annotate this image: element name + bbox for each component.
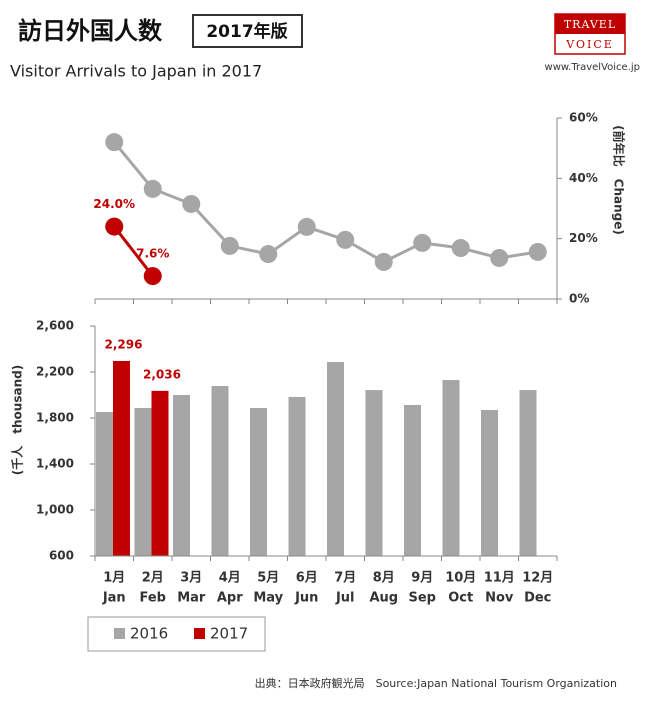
y-tick-label: 1,000 bbox=[36, 503, 74, 517]
bar bbox=[327, 361, 344, 556]
y-tick-label: 1,800 bbox=[36, 411, 74, 425]
x-tick-label: Jan bbox=[102, 591, 126, 606]
y-tick-label: 60% bbox=[569, 111, 598, 125]
title: 訪日外国人数 bbox=[18, 17, 163, 45]
x-tick-label: Oct bbox=[448, 591, 473, 606]
data-label: 7.6% bbox=[136, 247, 169, 261]
x-tick-label-ja: 4月 bbox=[219, 571, 241, 586]
legend-swatch bbox=[114, 628, 125, 639]
data-label: 2,296 bbox=[105, 337, 143, 351]
bar bbox=[173, 395, 190, 556]
point bbox=[105, 217, 124, 236]
x-tick-label-ja: 2月 bbox=[142, 571, 164, 586]
y-tick-label: 1,400 bbox=[36, 457, 74, 471]
bar bbox=[481, 409, 498, 556]
url: www.TravelVoice.jp bbox=[545, 62, 640, 73]
bar bbox=[442, 380, 460, 556]
x-tick-label-ja: 7月 bbox=[334, 571, 356, 586]
bar bbox=[404, 405, 421, 556]
point bbox=[182, 194, 201, 213]
x-tick-label: Nov bbox=[485, 591, 514, 606]
bar bbox=[519, 390, 537, 556]
point bbox=[220, 236, 239, 255]
x-tick-label: Mar bbox=[177, 591, 206, 606]
y-tick-label: 2,200 bbox=[36, 365, 74, 379]
logo-top: TRAVEL bbox=[564, 18, 616, 31]
point bbox=[451, 239, 470, 258]
bar bbox=[365, 390, 383, 556]
y-tick-label: 20% bbox=[569, 231, 598, 245]
bar bbox=[211, 386, 229, 556]
point bbox=[105, 133, 124, 152]
line bbox=[113, 225, 154, 277]
x-tick-label-ja: 3月 bbox=[180, 571, 202, 586]
x-tick-label-ja: 11月 bbox=[484, 571, 515, 586]
bar bbox=[96, 412, 113, 556]
y-axis-label: (前年比 Change) bbox=[612, 125, 627, 235]
legend-label: 2016 bbox=[130, 625, 168, 643]
data-label: 2,036 bbox=[143, 367, 181, 381]
point bbox=[143, 267, 162, 286]
bar bbox=[250, 407, 267, 556]
data-label: 24.0% bbox=[93, 197, 135, 211]
bar bbox=[113, 360, 130, 556]
y-tick-label: 600 bbox=[49, 549, 74, 563]
y-axis-label: (千人 thousand) bbox=[10, 365, 25, 475]
x-tick-label-ja: 10月 bbox=[445, 571, 476, 586]
legend-box bbox=[87, 616, 266, 652]
y-tick-label: 0% bbox=[569, 292, 589, 306]
point bbox=[374, 252, 393, 271]
point bbox=[490, 248, 509, 267]
bar bbox=[288, 396, 306, 556]
y-tick-label: 40% bbox=[569, 171, 598, 185]
logo-band bbox=[555, 14, 625, 34]
source: 出典：日本政府観光局 Source:Japan National Tourism… bbox=[255, 676, 617, 690]
y-tick-label: 2,600 bbox=[36, 319, 74, 333]
x-tick-label-ja: 8月 bbox=[373, 571, 395, 586]
x-tick-label: Apr bbox=[217, 591, 243, 606]
x-tick-label: Jun bbox=[294, 591, 318, 606]
badge: 2017年版 bbox=[206, 21, 287, 42]
x-tick-label-ja: 6月 bbox=[296, 571, 318, 586]
x-tick-label: Aug bbox=[369, 591, 398, 606]
point bbox=[297, 217, 316, 236]
logo-bottom: VOICE bbox=[565, 38, 614, 51]
legend-label: 2017 bbox=[210, 625, 248, 643]
legend-swatch bbox=[194, 628, 205, 639]
line bbox=[113, 141, 538, 264]
point bbox=[259, 245, 278, 264]
point bbox=[143, 179, 162, 198]
x-tick-label-ja: 5月 bbox=[257, 571, 279, 586]
x-tick-label-ja: 12月 bbox=[522, 571, 553, 586]
x-tick-label: Jul bbox=[335, 591, 355, 606]
x-tick-label: Dec bbox=[524, 591, 551, 606]
badge-box bbox=[192, 14, 303, 48]
x-tick-label: Feb bbox=[140, 591, 166, 606]
x-tick-label: Sep bbox=[409, 591, 437, 606]
x-tick-label: May bbox=[253, 591, 283, 606]
x-tick-label-ja: 1月 bbox=[103, 571, 125, 586]
subtitle: Visitor Arrivals to Japan in 2017 bbox=[10, 62, 262, 81]
point bbox=[336, 230, 355, 249]
x-tick-label-ja: 9月 bbox=[411, 571, 433, 586]
point bbox=[528, 242, 547, 261]
point bbox=[413, 233, 432, 252]
bar bbox=[134, 407, 152, 556]
bar bbox=[151, 390, 169, 556]
